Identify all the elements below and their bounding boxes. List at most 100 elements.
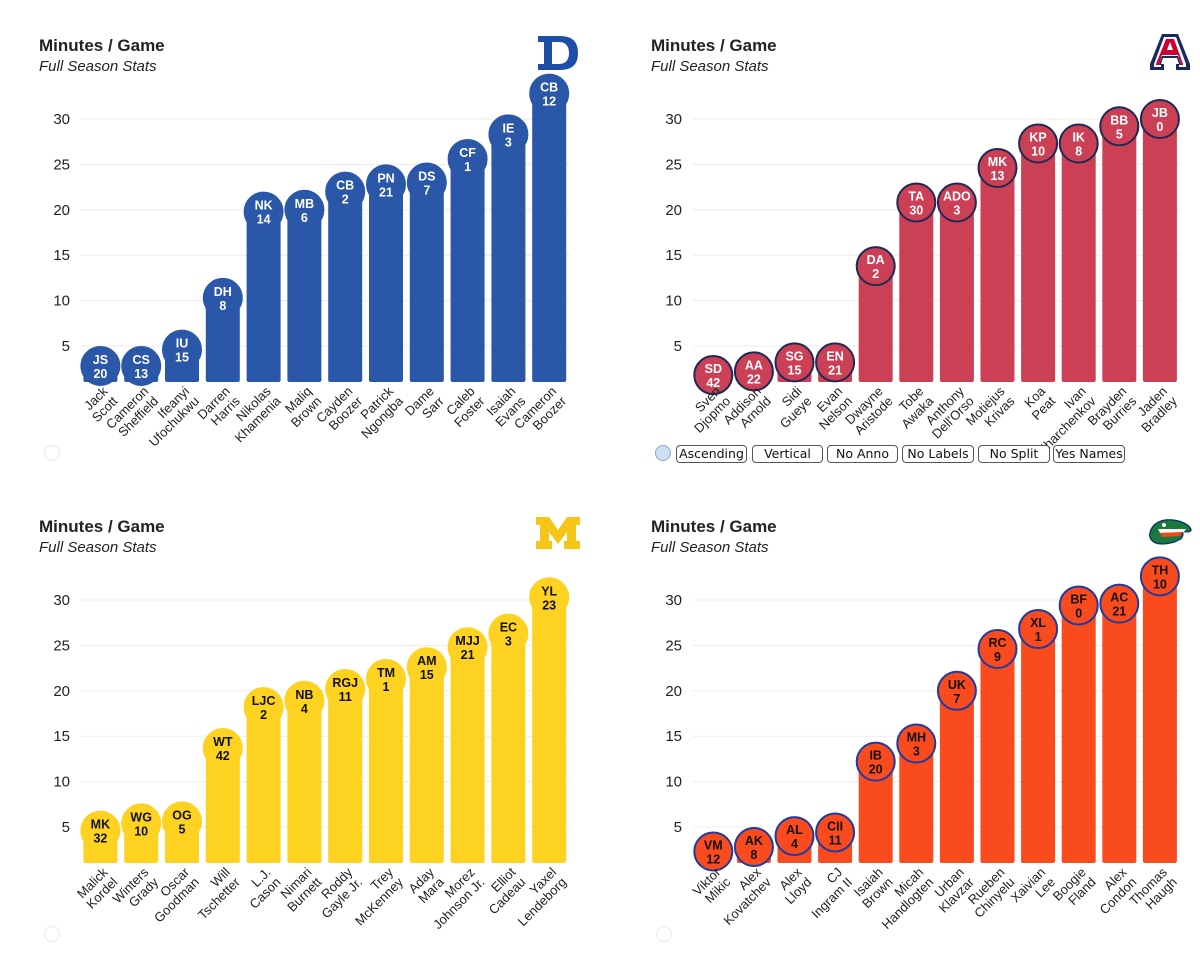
bar-jb [1142,119,1177,382]
bar-cb [328,191,363,382]
bar-dh [205,297,240,382]
player-marker [80,345,121,386]
player-marker [121,803,162,844]
vertical-button[interactable]: Vertical [752,445,823,463]
player-initials: LJC [252,694,276,708]
player-number: 8 [1075,145,1082,159]
x-tick-label: L.J.Cason [246,865,283,912]
player-initials: PN [377,171,394,185]
bar-ds [409,182,444,382]
player-initials: RGJ [332,676,358,690]
y-tick-label: 10 [665,774,682,791]
player-number: 3 [953,204,960,218]
y-tick-label: 10 [53,293,70,310]
bar-chart-arizona: 51015202530SD42SvenDjopmoAA22AddisonArno… [665,99,1180,458]
chart-subtitle: Full Season Stats [39,58,157,75]
player-marker [162,801,202,842]
player-marker [366,164,406,205]
player-number: 7 [423,184,430,198]
player-initials: MK [988,155,1007,169]
player-initials: OG [172,809,191,823]
player-marker [447,627,488,668]
player-number: 21 [461,648,475,662]
player-marker [202,728,243,769]
player-marker [896,182,937,223]
toggle-indicator[interactable] [44,926,60,942]
player-initials: DS [418,170,435,184]
player-initials: CII [827,819,843,833]
chart-title: Minutes / Game [39,36,165,55]
player-marker [202,277,243,318]
no-split-button[interactable]: No Split [978,445,1050,463]
player-marker [815,812,856,853]
player-marker [693,355,734,396]
player-number: 2 [342,193,349,207]
player-initials: XL [1030,616,1046,630]
player-marker [693,831,734,872]
player-number: 23 [542,598,556,612]
player-initials: IE [502,121,514,135]
arizona-logo-icon [1150,34,1190,70]
player-initials: BB [1110,113,1128,127]
player-number: 20 [869,763,883,777]
player-initials: BF [1070,592,1087,606]
bar-wt [205,748,240,863]
toggle-indicator[interactable] [44,445,60,461]
player-initials: IK [1072,131,1085,145]
bar-yl [532,597,567,863]
player-initials: NK [255,199,273,213]
player-number: 14 [257,213,271,227]
player-marker [529,577,570,618]
yes-names-button[interactable]: Yes Names [1053,445,1125,463]
player-initials: EC [500,621,517,635]
player-marker [815,342,856,383]
player-initials: WG [130,810,152,824]
player-initials: WT [213,735,233,749]
player-number: 2 [260,708,267,722]
bar-ta [899,202,934,382]
chart-subtitle: Full Season Stats [651,58,769,75]
player-initials: MH [907,730,926,744]
y-tick-label: 5 [674,819,682,836]
player-number: 7 [953,692,960,706]
player-marker [284,189,325,230]
player-initials: TH [1152,563,1169,577]
y-tick-label: 30 [53,111,70,128]
player-number: 2 [872,267,879,281]
ascending-button[interactable]: Ascending [676,445,747,463]
player-number: 11 [339,690,352,704]
sort-radio[interactable] [655,445,671,461]
player-number: 9 [994,650,1001,664]
player-initials: AK [745,834,763,848]
player-number: 3 [505,635,512,649]
player-number: 3 [913,744,920,758]
player-marker [325,668,366,709]
player-marker [406,162,447,203]
player-number: 12 [542,95,556,109]
player-marker [855,246,896,287]
bar-uk [939,690,974,863]
player-marker [406,647,447,688]
no-anno-button[interactable]: No Anno [827,445,898,463]
chart-panel-arizona: Minutes / Game Full Season Stats 5 10 15 20… [600,0,1200,478]
y-tick-label: 25 [53,637,70,654]
no-labels-button[interactable]: No Labels [902,445,974,463]
chart-panel-duke: Minutes / Game Full Season Stats 5 10 15 20… [0,0,600,478]
player-marker [243,687,284,728]
toggle-indicator[interactable] [656,926,672,942]
bar-ec [491,633,526,863]
player-marker [1018,123,1059,164]
y-tick-label: 30 [665,592,682,609]
player-marker [162,329,202,370]
player-number: 42 [216,749,230,763]
player-number: 15 [788,363,802,377]
chart-subtitle: Full Season Stats [651,539,769,556]
player-initials: ADO [943,190,971,204]
